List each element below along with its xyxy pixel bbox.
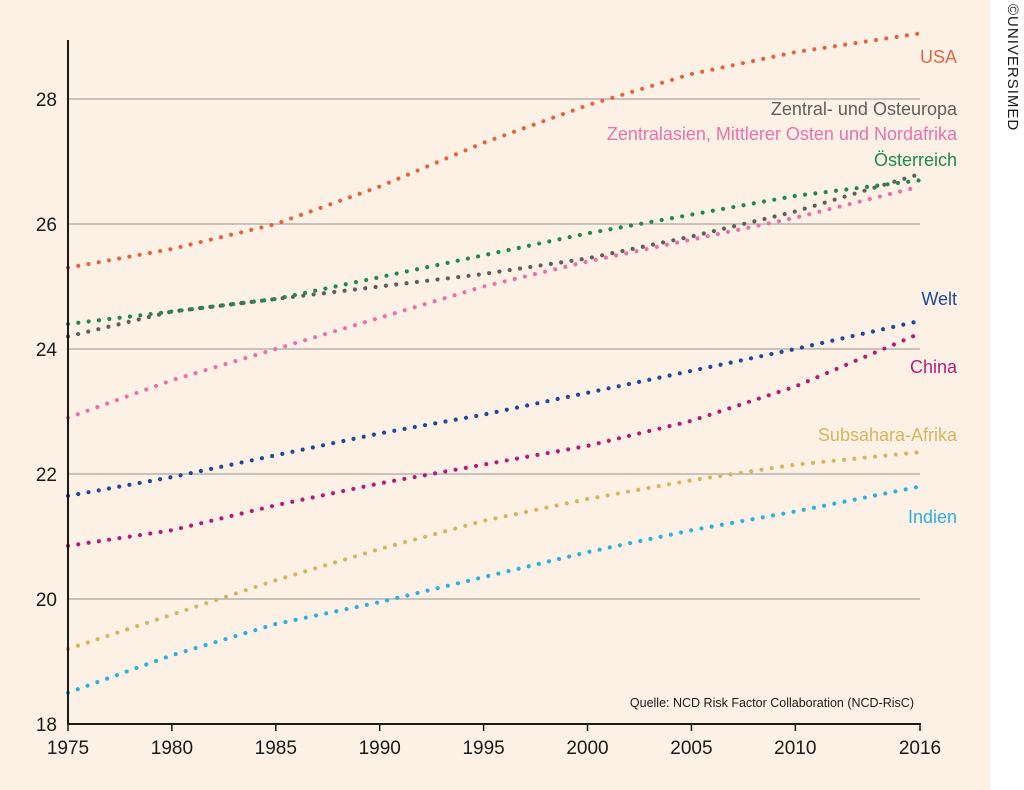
series-label-2: Zentralasien, Mittlerer Osten und Nordaf… bbox=[607, 124, 958, 144]
series-line-6 bbox=[68, 452, 920, 649]
series-line-1 bbox=[68, 174, 920, 337]
chart-panel: 18 20 22 24 26 28 1975 1980 1985 1990 1995 2000 2005… bbox=[0, 0, 990, 790]
x-tick-label-2010: 2010 bbox=[774, 738, 816, 759]
series-label-1: Zentral- und Osteuropa bbox=[771, 99, 958, 119]
copyright-text: ©UNIVERSIMED bbox=[1004, 4, 1021, 131]
axes: 18 20 22 24 26 28 1975 1980 1985 1990 1995 2000 2005… bbox=[36, 40, 941, 759]
x-tick-label-1985: 1985 bbox=[255, 738, 297, 759]
series-label-5: China bbox=[910, 357, 958, 377]
x-tick-label-1995: 1995 bbox=[462, 738, 504, 759]
y-tick-label-18: 18 bbox=[36, 715, 57, 736]
x-tick-label-1975: 1975 bbox=[47, 738, 89, 759]
x-tick-label-2000: 2000 bbox=[566, 738, 608, 759]
copyright-credit: ©UNIVERSIMED bbox=[993, 0, 1024, 200]
x-tick-label-1990: 1990 bbox=[359, 738, 401, 759]
series-line-3 bbox=[68, 180, 920, 324]
x-tick-label-1980: 1980 bbox=[151, 738, 193, 759]
y-tick-label-22: 22 bbox=[36, 465, 57, 486]
series-line-2 bbox=[68, 187, 920, 418]
x-tick-label-2016: 2016 bbox=[899, 738, 941, 759]
y-tick-label-24: 24 bbox=[36, 340, 58, 361]
series-line-0 bbox=[68, 33, 920, 267]
x-tick-label-2005: 2005 bbox=[670, 738, 712, 759]
series-label-0: USA bbox=[920, 47, 957, 67]
line-chart: 18 20 22 24 26 28 1975 1980 1985 1990 1995 2000 2005… bbox=[0, 0, 990, 790]
series-line-4 bbox=[68, 321, 920, 496]
y-tick-label-20: 20 bbox=[36, 590, 57, 611]
series-label-7: Indien bbox=[908, 507, 957, 527]
y-tick-label-28: 28 bbox=[36, 90, 57, 111]
series-label-6: Subsahara-Afrika bbox=[818, 425, 958, 445]
series-line-5 bbox=[68, 333, 920, 546]
source-note: Quelle: NCD Risk Factor Collaboration (N… bbox=[630, 696, 914, 710]
series-label-3: Österreich bbox=[874, 150, 957, 170]
y-tick-label-26: 26 bbox=[36, 215, 57, 236]
series-label-4: Welt bbox=[921, 289, 957, 309]
